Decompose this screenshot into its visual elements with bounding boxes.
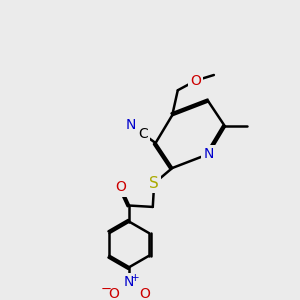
- Text: −: −: [100, 283, 112, 296]
- Text: O: O: [109, 287, 119, 300]
- Text: N: N: [124, 275, 134, 290]
- Text: S: S: [149, 176, 159, 191]
- Text: N: N: [203, 147, 214, 161]
- Text: O: O: [139, 287, 150, 300]
- Text: C: C: [138, 127, 148, 141]
- Text: O: O: [190, 74, 201, 88]
- Text: O: O: [116, 181, 126, 194]
- Text: N: N: [125, 118, 136, 132]
- Text: +: +: [131, 273, 140, 283]
